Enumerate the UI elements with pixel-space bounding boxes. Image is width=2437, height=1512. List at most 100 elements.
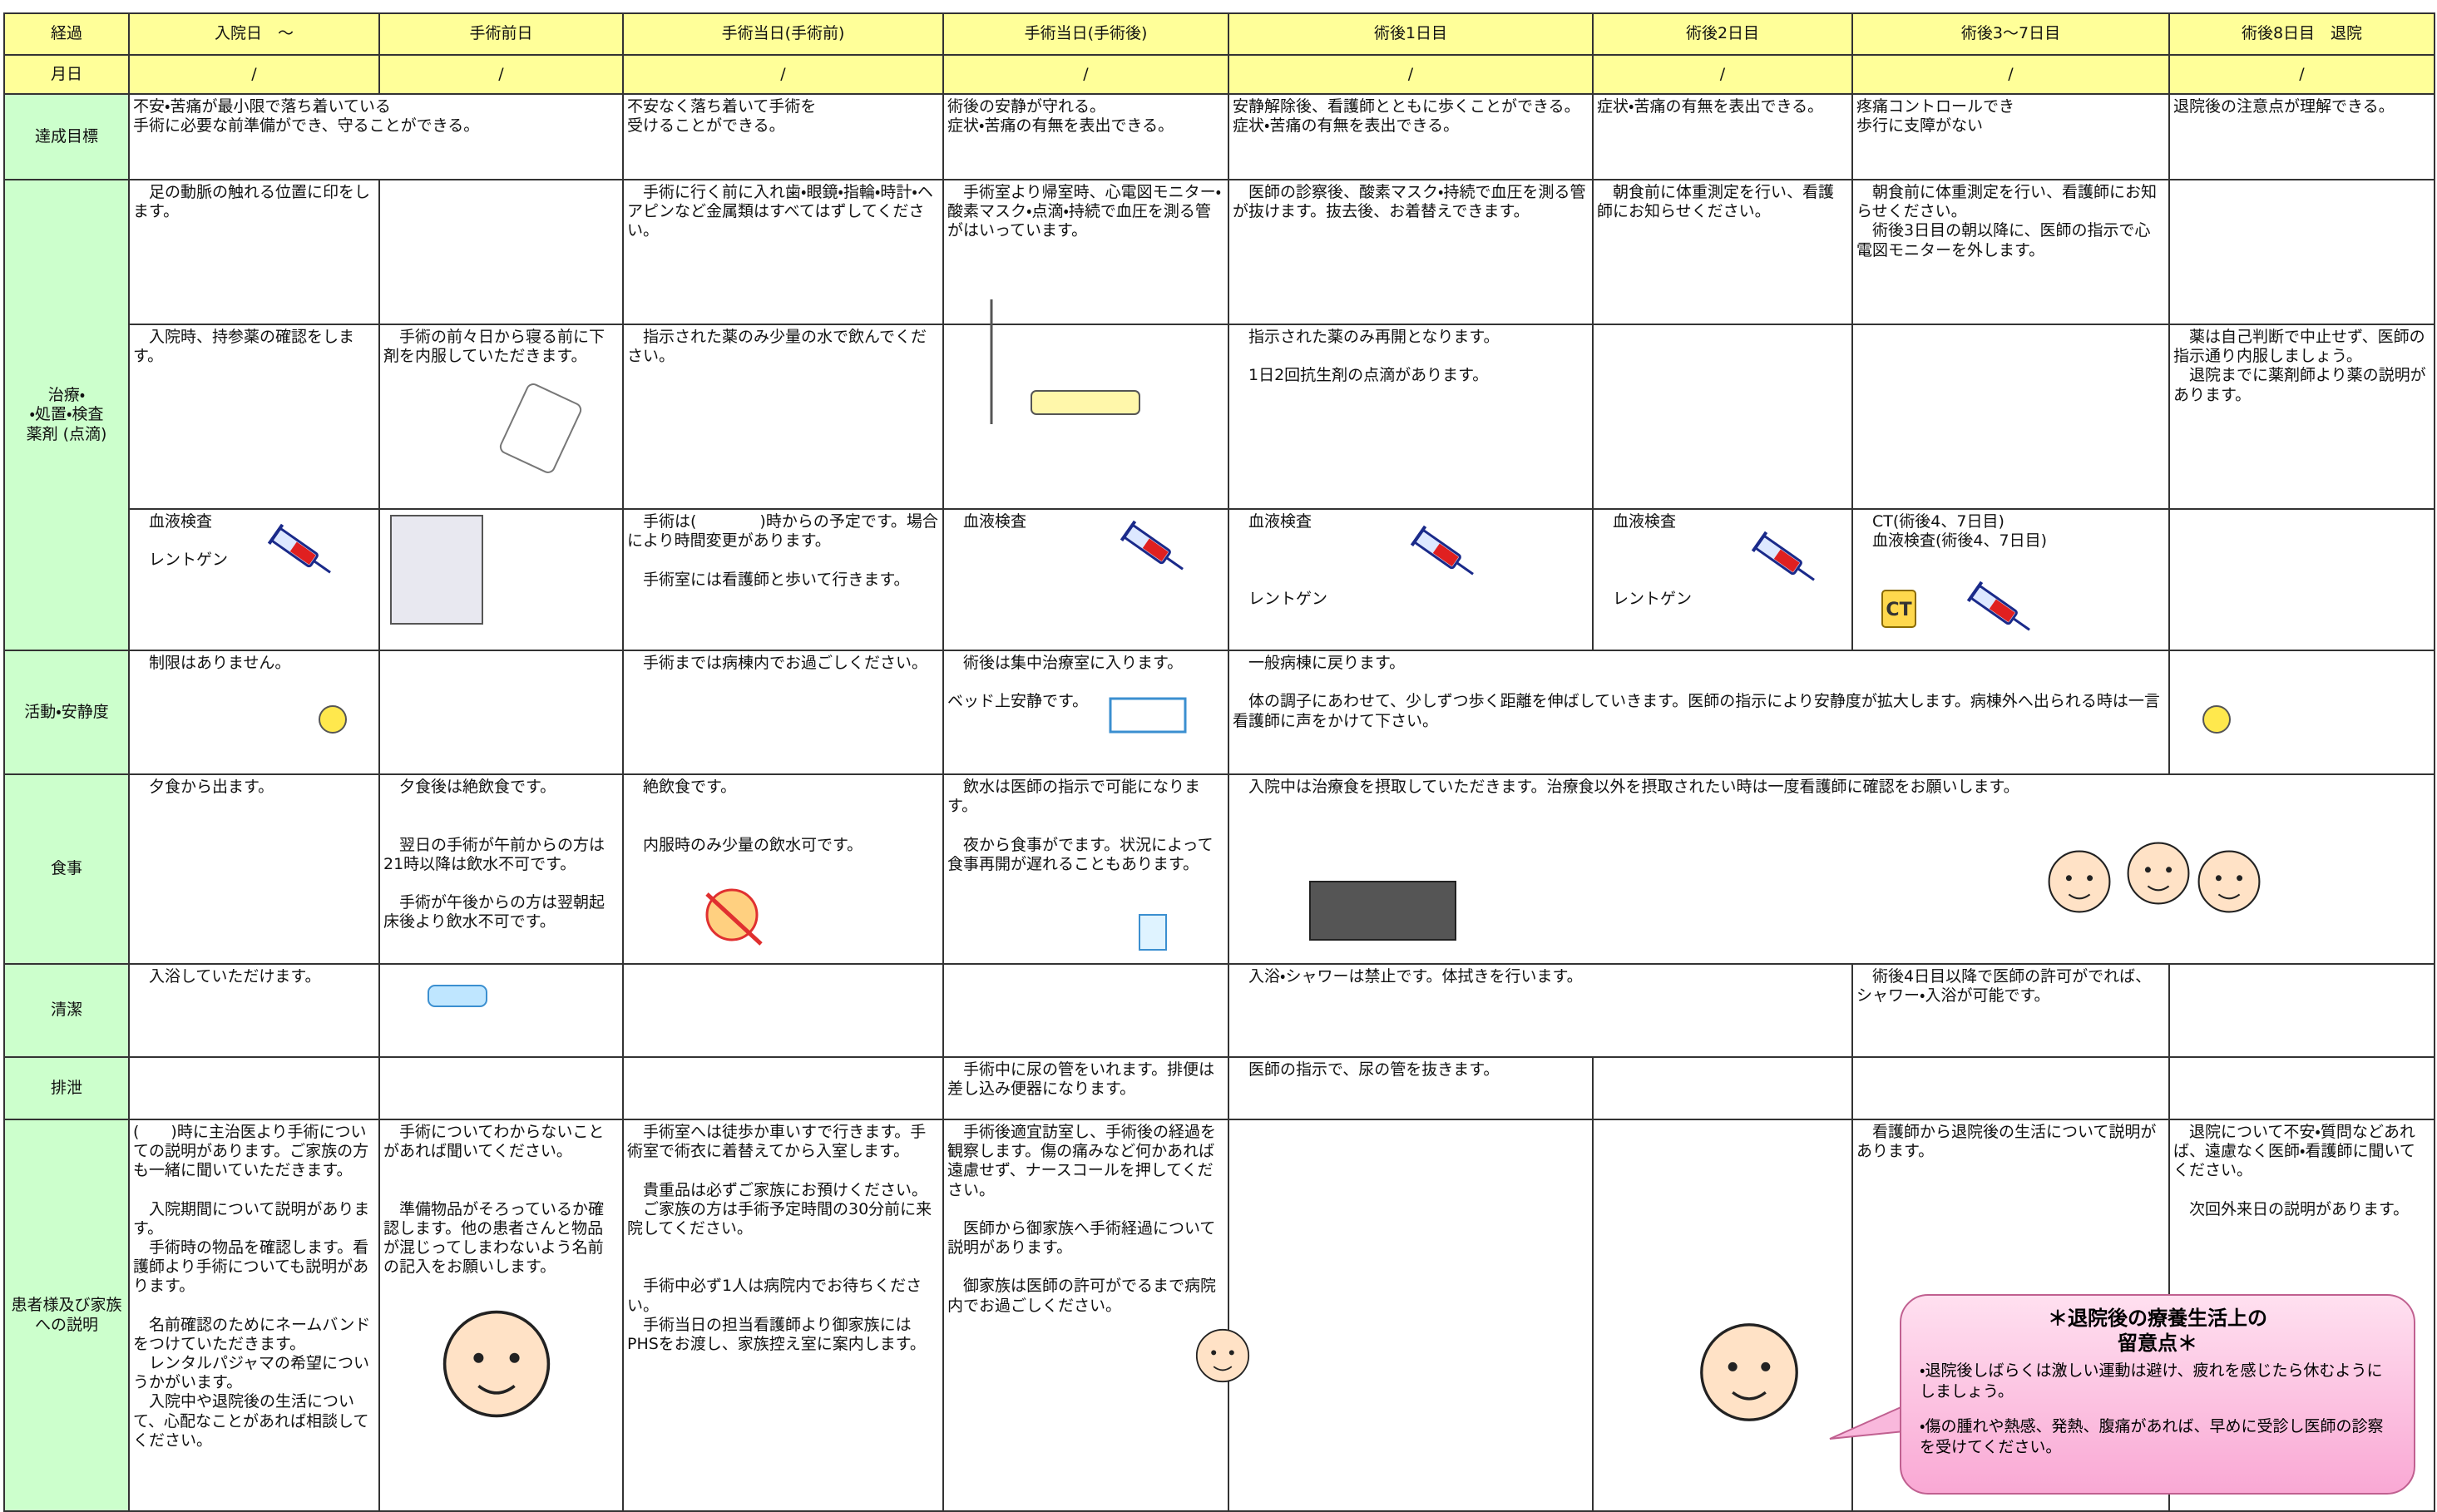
empty-cell (2168, 963, 2435, 1058)
treatment-row: 血液検査 レントゲン 手術は( )時からの予定です。場合により時間変更があります… (4, 508, 2435, 651)
goal-cell: 症状・苦痛の有無を表出できる。 (1592, 93, 1853, 180)
pathway-table: 経過 入院日 ～ 手術前日 手術当日(手術前) 手術当日(手術後) 術後1日目 … (3, 12, 2435, 1512)
hygiene-row: 清潔 入浴していただけます。 入浴・シャワーは禁止です。体拭きを行います。 術後… (3, 963, 2435, 1058)
header-cell: 手術当日(手術後) (942, 12, 1229, 56)
hygiene-cell: 入浴していただけます。 (128, 963, 380, 1058)
empty-cell (378, 963, 624, 1058)
goal-row: 達成目標 不安・苦痛が最小限で落ち着いている 手術に必要な前準備ができ、守ること… (3, 93, 2435, 180)
row-label: 患者様及び家族への説明 (3, 1119, 130, 1512)
explanation-cell: 手術についてわからないことがあれば聞いてください。 準備物品がそろっているか確認… (378, 1119, 624, 1512)
empty-cell (128, 1056, 380, 1120)
empty-cell (2168, 650, 2435, 775)
empty-cell (378, 179, 624, 325)
empty-cell (622, 963, 944, 1058)
goal-cell: 疼痛コントロールでき 歩行に支障がない (1851, 93, 2170, 180)
date-cell: / (1592, 54, 1853, 95)
row-label: 活動・安静度 (3, 650, 130, 775)
goal-cell: 不安なく落ち着いて手術を 受けることができる。 (622, 93, 944, 180)
treatment-cell: 手術の前々日から寝る前に下剤を内服していただきます。 (378, 324, 624, 510)
excretion-row: 排泄 手術中に尿の管をいれます。排便は差し込み便器になります。 医師の指示で、尿… (3, 1056, 2435, 1120)
treatment-cell: 血液検査 レントゲン (1592, 508, 1853, 651)
empty-cell (2168, 1056, 2435, 1120)
header-cell: 経過 (3, 12, 130, 56)
empty-cell (2168, 508, 2435, 651)
empty-cell (378, 650, 624, 775)
treatment-cell: 手術室より帰室時、心電図モニター・酸素マスク・点滴・持続で血圧を測る管がはいって… (942, 179, 1229, 325)
hygiene-cell: 入浴・シャワーは禁止です。体拭きを行います。 (1228, 963, 1853, 1058)
treatment-cell: 指示された薬のみ再開となります。 1日2回抗生剤の点滴があります。 (1228, 324, 1594, 510)
empty-cell (942, 324, 1229, 510)
empty-cell (1851, 1056, 2170, 1120)
treatment-cell: 足の動脈の触れる位置に印をします。 (128, 179, 380, 325)
row-label: 清潔 (3, 963, 130, 1058)
empty-cell (1592, 1119, 1853, 1512)
header-cell: 入院日 ～ (128, 12, 380, 56)
explanation-cell: 手術後適宜訪室し、手術後の経過を観察します。傷の痛みなど何かあれば遠慮せず、ナー… (942, 1119, 1229, 1512)
meal-cell: 夕食後は絶飲食です。 翌日の手術が午前からの方は21時以降は飲水不可です。 手術… (378, 773, 624, 965)
activity-cell: 一般病棟に戻ります。 体の調子にあわせて、少しずつ歩く距離を伸ばしていきます。医… (1228, 650, 2170, 775)
empty-cell (1228, 1119, 1594, 1512)
excretion-cell: 手術中に尿の管をいれます。排便は差し込み便器になります。 (942, 1056, 1229, 1120)
date-cell: / (378, 54, 624, 95)
empty-cell (1592, 1056, 1853, 1120)
treatment-cell: 入院時、持参薬の確認をします。 (128, 324, 380, 510)
empty-cell (2168, 179, 2435, 325)
empty-cell (378, 1056, 624, 1120)
callout: ＊退院後の療養生活上の 留意点＊ ・退院後しばらくは激しい運動は避け、疲れを感じ… (1900, 1294, 2415, 1495)
meal-cell: 飲水は医師の指示で可能になります。 夜から食事がでます。状況によって食事再開が遅… (942, 773, 1229, 965)
row-label: 達成目標 (3, 93, 130, 180)
treatment-cell: 医師の診察後、酸素マスク・持続で血圧を測る管が抜けます。抜去後、お着替えできます… (1228, 179, 1594, 325)
activity-cell: 術後は集中治療室に入ります。 ベッド上安静です。 (942, 650, 1229, 775)
hygiene-cell: 術後4日目以降で医師の許可がでれば、シャワー・入浴が可能です。 (1851, 963, 2170, 1058)
date-row: 月日 / / / / / / / / (3, 54, 2435, 95)
activity-row: 活動・安静度 制限はありません。 手術までは病棟内でお過ごしください。 術後は集… (3, 650, 2435, 775)
callout-title: ＊退院後の療養生活上の 留意点＊ (2048, 1307, 2267, 1355)
meal-row: 食事 夕食から出ます。 夕食後は絶飲食です。 翌日の手術が午前からの方は21時以… (3, 773, 2435, 965)
treatment-cell: 血液検査 (942, 508, 1229, 651)
goal-cell: 安静解除後、看護師とともに歩くことができる。 症状・苦痛の有無を表出できる。 (1228, 93, 1594, 180)
row-label: 月日 (3, 54, 130, 95)
header-cell: 術後2日目 (1592, 12, 1853, 56)
meal-cell: 絶飲食です。 内服時のみ少量の飲水可です。 (622, 773, 944, 965)
header-cell: 術後1日目 (1228, 12, 1594, 56)
header-cell: 術後8日目 退院 (2168, 12, 2435, 56)
empty-cell (378, 508, 624, 651)
date-cell: / (128, 54, 380, 95)
explanation-cell: ( )時に主治医より手術についての説明があります。ご家族の方も一緒に聞いていただ… (128, 1119, 380, 1512)
excretion-cell: 医師の指示で、尿の管を抜きます。 (1228, 1056, 1594, 1120)
treatment-cell: 血液検査 レントゲン (128, 508, 380, 651)
treatment-cell: 手術は( )時からの予定です。場合により時間変更があります。 手術室には看護師と… (622, 508, 944, 651)
header-cell: 術後3～7日目 (1851, 12, 2170, 56)
date-cell: / (2168, 54, 2435, 95)
empty-cell (1851, 324, 2170, 510)
callout-item: ・退院後しばらくは激しい運動は避け、疲れを感じたら休むようにしましょう。 (1920, 1361, 2383, 1401)
header-row: 経過 入院日 ～ 手術前日 手術当日(手術前) 手術当日(手術後) 術後1日目 … (3, 12, 2435, 56)
row-label: 食事 (3, 773, 130, 965)
treatment-cell: 血液検査 レントゲン (1228, 508, 1594, 651)
goal-cell: 術後の安静が守れる。 症状・苦痛の有無を表出できる。 (942, 93, 1229, 180)
empty-cell (942, 963, 1229, 1058)
row-label: 治療・ ・処置・検査 薬剤 (点滴) (3, 179, 130, 651)
date-cell: / (942, 54, 1229, 95)
treatment-cell: 薬は自己判断で中止せず、医師の指示通り内服しましょう。 退院までに薬剤師より薬の… (2168, 324, 2435, 510)
explanation-cell: 手術室へは徒歩か車いすで行きます。手術室で術衣に着替えてから入室します。 貴重品… (622, 1119, 944, 1512)
header-cell: 手術前日 (378, 12, 624, 56)
activity-cell: 制限はありません。 (128, 650, 380, 775)
treatment-cell: CT(術後4、7日目) 血液検査(術後4、7日目) (1851, 508, 2170, 651)
treatment-row: 入院時、持参薬の確認をします。 手術の前々日から寝る前に下剤を内服していただきま… (4, 324, 2435, 510)
treatment-cell: 朝食前に体重測定を行い、看護師にお知らせください。 (1592, 179, 1853, 325)
activity-cell: 手術までは病棟内でお過ごしください。 (622, 650, 944, 775)
goal-cell: 退院後の注意点が理解できる。 (2168, 93, 2435, 180)
empty-cell (622, 1056, 944, 1120)
date-cell: / (1228, 54, 1594, 95)
empty-cell (1592, 324, 1853, 510)
goal-cell: 不安・苦痛が最小限で落ち着いている 手術に必要な前準備ができ、守ることができる。 (128, 93, 624, 180)
meal-cell: 夕食から出ます。 (128, 773, 380, 965)
header-cell: 手術当日(手術前) (622, 12, 944, 56)
treatment-row: 治療・ ・処置・検査 薬剤 (点滴) 足の動脈の触れる位置に印をします。 手術に… (3, 179, 2435, 651)
date-cell: / (622, 54, 944, 95)
callout-item: ・傷の腫れや熱感、発熱、腹痛があれば、早めに受診し医師の診察を受けてください。 (1920, 1417, 2384, 1457)
treatment-cell: 手術に行く前に入れ歯・眼鏡・指輪・時計・ヘアピンなど金属類はすべてはずしてくださ… (622, 179, 944, 325)
row-label: 排泄 (3, 1056, 130, 1120)
